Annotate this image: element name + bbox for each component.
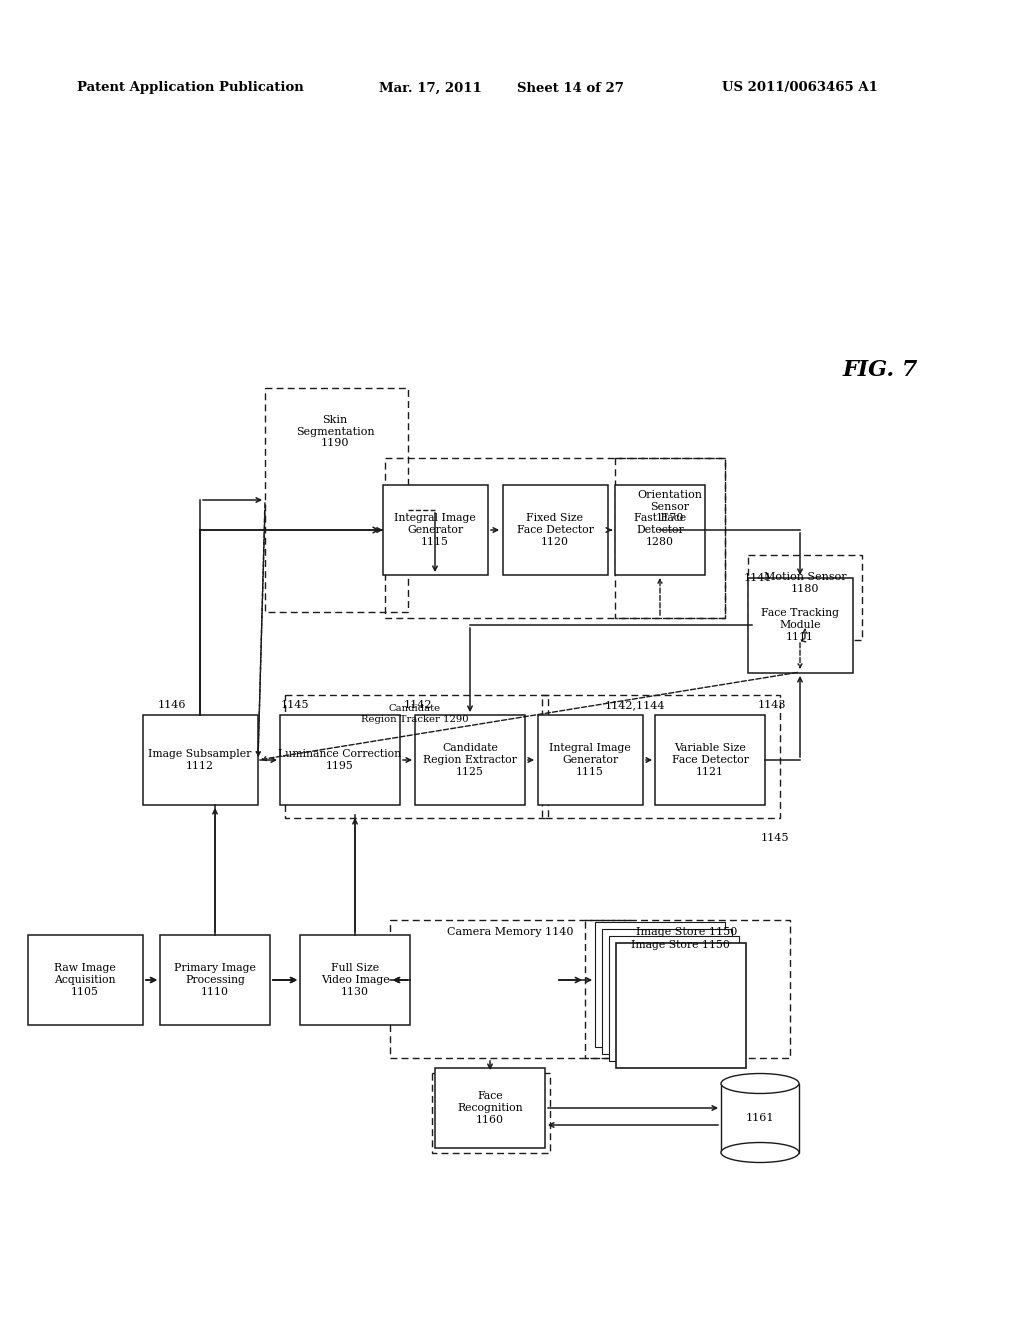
Bar xyxy=(415,715,525,805)
Bar xyxy=(595,921,725,1047)
Bar xyxy=(615,458,725,618)
Bar xyxy=(383,484,487,576)
Bar xyxy=(503,484,607,576)
Text: FIG. 7: FIG. 7 xyxy=(843,359,918,381)
Text: Luminance Correction
1195: Luminance Correction 1195 xyxy=(279,750,401,771)
Text: Integral Image
Generator
1115: Integral Image Generator 1115 xyxy=(394,513,476,546)
Text: Image Store 1150: Image Store 1150 xyxy=(631,940,729,950)
Ellipse shape xyxy=(721,1073,799,1093)
Text: 1146: 1146 xyxy=(158,700,186,710)
Text: Raw Image
Acquisition
1105: Raw Image Acquisition 1105 xyxy=(54,964,116,997)
Text: 1142: 1142 xyxy=(403,700,432,710)
Bar xyxy=(300,935,410,1026)
Text: Full Size
Video Image
1130: Full Size Video Image 1130 xyxy=(321,964,389,997)
Text: Mar. 17, 2011: Mar. 17, 2011 xyxy=(379,82,481,95)
Text: Candidate
Region Extractor
1125: Candidate Region Extractor 1125 xyxy=(423,743,517,776)
Bar xyxy=(285,696,548,818)
Text: US 2011/0063465 A1: US 2011/0063465 A1 xyxy=(722,82,878,95)
Bar xyxy=(615,484,705,576)
Bar xyxy=(655,715,765,805)
Text: Fast Face
Detector
1280: Fast Face Detector 1280 xyxy=(634,513,686,546)
Text: Motion Sensor
1180: Motion Sensor 1180 xyxy=(764,572,846,594)
Bar xyxy=(542,696,780,818)
Bar xyxy=(280,715,400,805)
Text: Patent Application Publication: Patent Application Publication xyxy=(77,82,303,95)
Text: Face
Recognition
1160: Face Recognition 1160 xyxy=(457,1092,523,1125)
Text: Integral Image
Generator
1115: Integral Image Generator 1115 xyxy=(549,743,631,776)
Bar xyxy=(160,935,270,1026)
Text: Skin
Segmentation
1190: Skin Segmentation 1190 xyxy=(296,414,375,449)
Bar xyxy=(748,554,862,640)
Bar xyxy=(616,942,746,1068)
Text: Candidate
Region Tracker 1290: Candidate Region Tracker 1290 xyxy=(361,705,469,723)
Text: 1145: 1145 xyxy=(281,700,309,710)
Bar xyxy=(602,929,732,1053)
Ellipse shape xyxy=(721,1143,799,1163)
Text: 1143: 1143 xyxy=(758,700,786,710)
Text: 1141: 1141 xyxy=(743,573,772,583)
Text: Face Tracking
Module
1111: Face Tracking Module 1111 xyxy=(761,609,839,642)
Bar xyxy=(721,1084,799,1152)
Bar xyxy=(28,935,142,1026)
Text: Image Subsampler
1112: Image Subsampler 1112 xyxy=(148,750,252,771)
Bar xyxy=(385,458,725,618)
Text: 1161: 1161 xyxy=(745,1113,774,1123)
Bar xyxy=(435,1068,545,1148)
Text: Sheet 14 of 27: Sheet 14 of 27 xyxy=(516,82,624,95)
Text: 1145: 1145 xyxy=(761,833,790,843)
Bar xyxy=(432,1073,550,1152)
Bar xyxy=(538,715,642,805)
Text: Image Store 1150: Image Store 1150 xyxy=(636,927,737,937)
Text: Primary Image
Processing
1110: Primary Image Processing 1110 xyxy=(174,964,256,997)
Text: Variable Size
Face Detector
1121: Variable Size Face Detector 1121 xyxy=(672,743,749,776)
Bar xyxy=(142,715,257,805)
Text: 1142,1144: 1142,1144 xyxy=(605,700,666,710)
Text: Camera Memory 1140: Camera Memory 1140 xyxy=(446,927,573,937)
Bar xyxy=(585,920,790,1059)
Bar xyxy=(748,578,853,672)
Text: Orientation
Sensor
1170: Orientation Sensor 1170 xyxy=(638,490,702,523)
Bar xyxy=(390,920,630,1059)
Bar xyxy=(609,936,739,1061)
Text: Fixed Size
Face Detector
1120: Fixed Size Face Detector 1120 xyxy=(516,513,594,546)
Bar xyxy=(265,388,408,612)
